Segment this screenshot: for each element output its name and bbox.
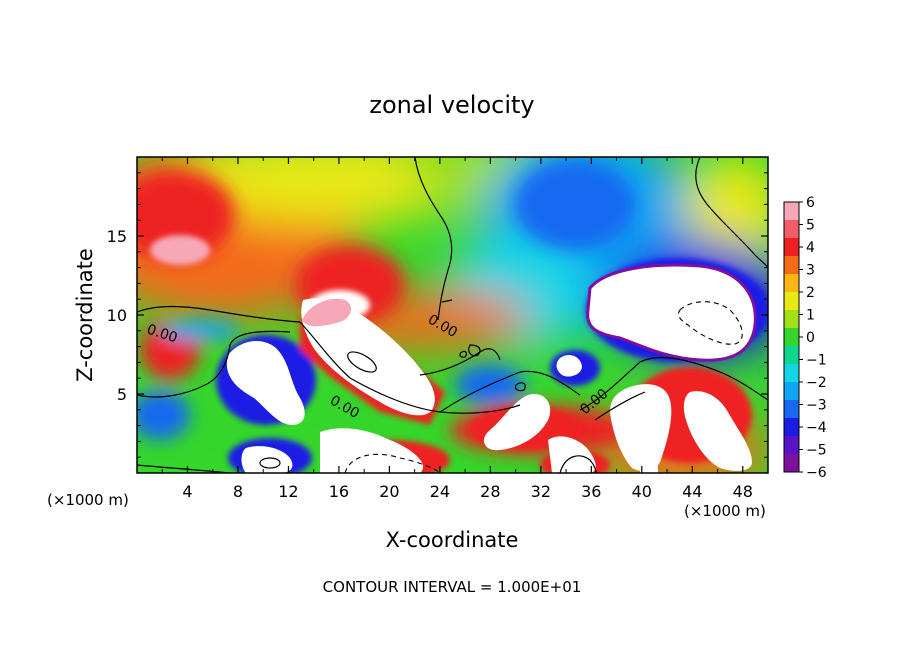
colorbar-swatch	[784, 202, 799, 221]
colorbar-swatch	[784, 418, 799, 437]
contour-lines	[137, 157, 768, 473]
contour-interval-footnote: CONTOUR INTERVAL = 1.000E+01	[323, 578, 582, 596]
colorbar-tick-label: −5	[806, 443, 827, 459]
x-tick-label: 40	[632, 482, 652, 501]
colorbar-tick-label: −3	[806, 398, 827, 414]
x-tick-label: 12	[278, 482, 298, 501]
x-tick-label: 48	[733, 482, 753, 501]
y-tick-label: 5	[117, 385, 127, 404]
x-axis-label: X-coordinate	[386, 528, 519, 552]
colorbar-swatch	[784, 436, 799, 455]
colorbar-swatch	[784, 310, 799, 329]
y-axis: 5 10 15	[107, 172, 768, 458]
colorbar-swatch	[784, 346, 799, 365]
colorbar-swatch	[784, 256, 799, 275]
colorbar-swatch	[784, 364, 799, 383]
x-tick-label: 44	[682, 482, 702, 501]
x-tick-label: 36	[581, 482, 601, 501]
x-tick-label: 32	[531, 482, 551, 501]
colorbar-tick-label: −6	[806, 465, 827, 481]
x-tick-label: 20	[379, 482, 399, 501]
x-tick-label: 24	[430, 482, 450, 501]
out-of-range-regions	[226, 263, 757, 473]
colorbar-swatch	[784, 454, 799, 473]
colorbar-tick-label: 4	[806, 240, 815, 256]
colorbar-tick-label: 5	[806, 218, 815, 234]
heatmap-field: 0.00 0.00 0.00 0.00	[137, 157, 768, 473]
colorbar-swatch	[784, 220, 799, 239]
colorbar-tick-label: 1	[806, 308, 815, 324]
negative-contours	[344, 301, 743, 473]
colorbar-tick-label: 6	[806, 195, 815, 211]
colorbar-swatch	[784, 238, 799, 257]
x-axis-unit-left: (×1000 m)	[47, 491, 129, 509]
colorbar-tick-label: 3	[806, 263, 815, 279]
x-tick-label: 28	[480, 482, 500, 501]
colorbar-tick-label: 2	[806, 285, 815, 301]
x-axis: 4 8 12 16 20 24 28 32 36 40 44 48	[161, 157, 753, 501]
colorbar-swatch	[784, 274, 799, 293]
colorbar-swatch	[784, 382, 799, 401]
colorbar-tick-label: −2	[806, 375, 827, 391]
colorbar-tick-label: −4	[806, 420, 827, 436]
colorbar-swatch	[784, 400, 799, 419]
y-tick-label: 15	[107, 227, 127, 246]
colorbar-swatch	[784, 292, 799, 311]
colorbar-tick-label: −1	[806, 353, 827, 369]
chart-title: zonal velocity	[369, 91, 534, 119]
colorbar: 6 5 4 3 2 1 0 −1 −2 −3 −4 −5 −6	[783, 195, 827, 481]
colorbar-swatch	[784, 328, 799, 347]
x-tick-label: 16	[329, 482, 349, 501]
y-tick-label: 10	[107, 306, 127, 325]
x-axis-unit-right: (×1000 m)	[684, 502, 766, 520]
x-tick-label: 8	[233, 482, 243, 501]
x-tick-label: 4	[182, 482, 192, 501]
y-axis-label: Z-coordinate	[73, 248, 97, 382]
colorbar-tick-label: 0	[806, 330, 815, 346]
